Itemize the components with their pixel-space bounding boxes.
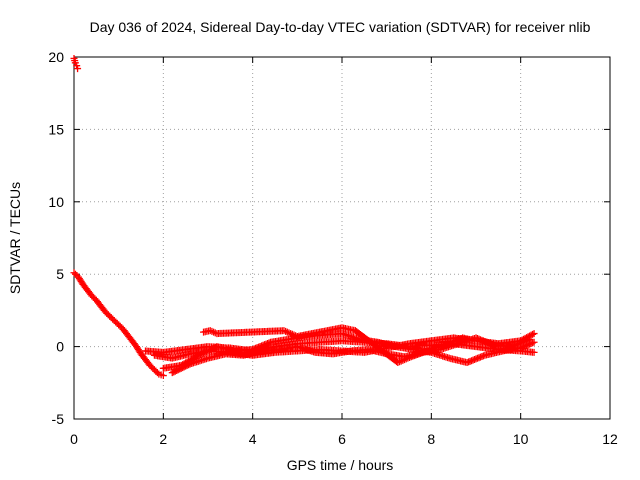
data-point <box>185 361 193 369</box>
data-points <box>70 54 538 380</box>
data-point <box>89 293 97 301</box>
data-point <box>527 331 535 339</box>
data-point <box>288 330 296 338</box>
data-point <box>529 339 537 347</box>
data-point <box>404 354 412 362</box>
data-point <box>399 356 407 364</box>
y-tick-label: 15 <box>48 121 64 137</box>
data-point <box>152 367 160 375</box>
data-point <box>310 348 318 356</box>
data-point <box>283 328 291 336</box>
data-point <box>528 348 536 356</box>
y-tick-label: 0 <box>56 339 64 355</box>
data-point <box>265 339 273 347</box>
data-point <box>183 361 191 369</box>
data-point <box>71 57 79 65</box>
x-axis-title: GPS time / hours <box>287 457 394 473</box>
x-tick-label: 6 <box>338 431 346 447</box>
data-point <box>157 371 165 379</box>
x-tick-label: 12 <box>602 431 618 447</box>
data-point <box>74 65 82 73</box>
data-point <box>71 270 79 278</box>
data-point <box>524 336 532 344</box>
data-point <box>497 347 505 355</box>
data-point <box>278 327 286 335</box>
data-point <box>144 359 152 367</box>
data-point <box>210 344 218 352</box>
data-point <box>135 347 143 355</box>
y-tick-label: 20 <box>48 49 64 65</box>
data-point <box>126 334 134 342</box>
y-axis-ticks: -5 0 5 10 15 20 <box>48 49 610 427</box>
data-point <box>354 335 362 343</box>
chart-title: Day 036 of 2024, Sidereal Day-to-day VTE… <box>90 19 591 35</box>
data-point <box>402 355 410 363</box>
data-point <box>287 330 295 338</box>
x-tick-label: 0 <box>70 431 78 447</box>
data-point <box>464 335 472 343</box>
y-tick-label: 10 <box>48 194 64 210</box>
data-point <box>406 353 414 361</box>
data-point <box>391 357 399 365</box>
data-point <box>529 330 537 338</box>
x-tick-label: 4 <box>249 431 257 447</box>
data-point <box>95 299 103 307</box>
y-tick-label: 5 <box>56 266 64 282</box>
data-point <box>81 283 89 291</box>
y-axis-title: SDTVAR / TECUs <box>7 182 23 294</box>
data-point <box>210 328 218 336</box>
data-point <box>282 327 290 335</box>
data-point <box>401 356 409 364</box>
data-point <box>479 352 487 360</box>
data-point <box>208 327 216 335</box>
data-point <box>121 328 129 336</box>
data-point <box>396 358 404 366</box>
data-point <box>343 325 351 333</box>
data-point <box>130 340 138 348</box>
data-point <box>103 309 111 317</box>
x-tick-label: 8 <box>427 431 435 447</box>
data-point <box>112 318 120 326</box>
data-point <box>86 289 94 297</box>
data-point <box>444 354 452 362</box>
x-axis-ticks: 0 2 4 6 8 10 12 <box>70 57 618 447</box>
data-point <box>290 331 298 339</box>
data-point <box>153 369 161 377</box>
data-point <box>185 350 193 358</box>
data-point <box>116 322 124 330</box>
data-point <box>77 277 85 285</box>
data-point <box>99 305 107 313</box>
data-point <box>202 355 210 363</box>
data-point <box>397 357 405 365</box>
grid-lines <box>74 57 610 419</box>
x-tick-label: 2 <box>159 431 167 447</box>
data-point <box>390 342 398 350</box>
data-point <box>488 341 496 349</box>
y-tick-label: -5 <box>52 411 65 427</box>
data-point <box>107 314 115 322</box>
data-point <box>285 329 293 337</box>
data-point <box>147 363 155 371</box>
x-tick-label: 10 <box>513 431 529 447</box>
data-point <box>139 353 147 361</box>
